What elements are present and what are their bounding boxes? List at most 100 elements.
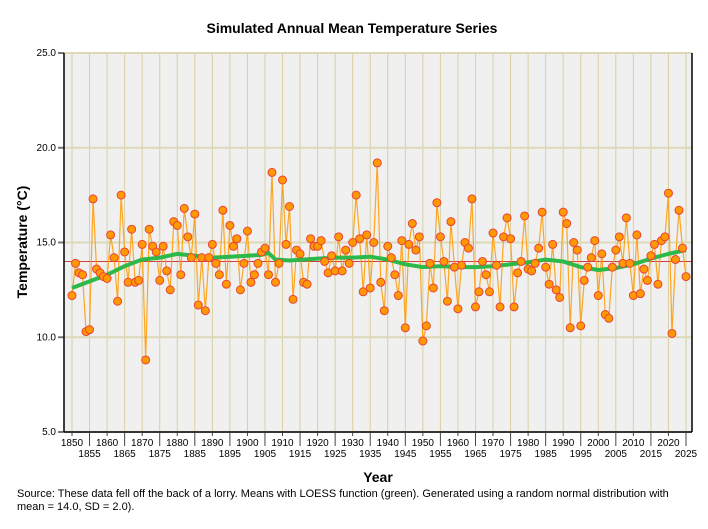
data-point <box>653 279 663 289</box>
data-point <box>614 232 624 242</box>
data-point <box>425 258 435 268</box>
data-point <box>204 253 214 263</box>
x-tick-label: 2025 <box>675 449 698 460</box>
data-point <box>193 300 203 310</box>
y-axis-label: Temperature (°C) <box>14 186 30 299</box>
data-point <box>663 188 673 198</box>
data-point <box>155 275 165 285</box>
x-tick-label: 1940 <box>377 438 400 449</box>
data-point <box>200 306 210 316</box>
data-point <box>172 220 182 230</box>
x-tick-label: 1890 <box>201 438 224 449</box>
x-tick-label: 1895 <box>219 449 242 460</box>
data-point <box>341 245 351 255</box>
x-tick-label: 1865 <box>114 449 137 460</box>
data-point <box>611 245 621 255</box>
data-point <box>372 158 382 168</box>
x-tick-label: 1955 <box>429 449 452 460</box>
data-point <box>635 289 645 299</box>
data-point <box>316 236 326 246</box>
x-tick-label: 1905 <box>254 449 277 460</box>
data-point <box>414 232 424 242</box>
x-tick-label: 1950 <box>412 438 435 449</box>
data-point <box>379 306 389 316</box>
data-point <box>397 236 407 246</box>
data-point <box>383 241 393 251</box>
data-point <box>71 258 81 268</box>
data-point <box>344 258 354 268</box>
data-point <box>141 355 151 365</box>
data-point <box>274 258 284 268</box>
data-point <box>597 249 607 259</box>
x-tick-label: 1990 <box>552 438 575 449</box>
x-tick-label: 2010 <box>622 438 645 449</box>
data-point <box>285 201 295 211</box>
data-point <box>183 232 193 242</box>
data-point <box>186 253 196 263</box>
data-point <box>495 302 505 312</box>
data-point <box>144 224 154 234</box>
x-tick-label: 2000 <box>587 438 610 449</box>
data-point <box>348 238 358 247</box>
data-point <box>404 239 414 249</box>
data-point <box>670 255 680 265</box>
data-point <box>681 272 691 282</box>
data-point <box>211 258 221 268</box>
data-point <box>639 264 649 274</box>
data-point <box>235 285 245 295</box>
data-point <box>470 302 480 312</box>
data-point <box>467 194 477 204</box>
data-point <box>246 277 256 287</box>
data-point <box>667 328 677 338</box>
chart-title: Simulated Annual Mean Temperature Series <box>207 20 498 36</box>
data-point <box>432 198 442 208</box>
data-point <box>270 277 280 287</box>
data-point <box>607 262 617 272</box>
data-point <box>593 291 603 301</box>
data-point <box>407 219 417 229</box>
data-point <box>393 291 403 301</box>
data-point <box>520 211 530 221</box>
data-point <box>534 243 544 253</box>
data-point <box>502 213 512 223</box>
data-point <box>579 275 589 285</box>
y-tick-label: 20.0 <box>37 143 57 154</box>
y-tick-label: 25.0 <box>37 48 57 59</box>
data-point <box>67 291 77 301</box>
data-point <box>590 236 600 246</box>
x-tick-label: 2020 <box>657 438 680 449</box>
data-point <box>281 239 291 249</box>
data-point <box>583 262 593 272</box>
data-point <box>548 239 558 249</box>
x-tick-label: 1875 <box>149 449 172 460</box>
data-point <box>225 220 235 230</box>
data-point <box>509 302 519 312</box>
data-point <box>239 258 249 268</box>
data-point <box>120 247 130 257</box>
x-tick-label: 1970 <box>482 438 505 449</box>
x-tick-label: 1975 <box>499 449 522 460</box>
data-point <box>116 190 126 200</box>
x-tick-label: 2005 <box>605 449 628 460</box>
data-point <box>642 275 652 285</box>
data-point <box>481 270 491 280</box>
data-point <box>327 251 337 261</box>
y-tick-label: 5.0 <box>42 427 56 438</box>
x-tick-label: 1995 <box>570 449 593 460</box>
data-point <box>674 205 684 215</box>
x-tick-label: 1985 <box>535 449 558 460</box>
data-point <box>649 239 659 249</box>
data-point <box>358 287 368 297</box>
data-point <box>621 213 631 223</box>
temperature-chart: Simulated Annual Mean Temperature Series… <box>14 20 698 485</box>
data-point <box>176 270 186 280</box>
x-tick-label: 1980 <box>517 438 540 449</box>
data-point <box>446 217 456 227</box>
data-point <box>306 234 316 244</box>
data-point <box>158 241 168 251</box>
data-point <box>456 260 466 270</box>
data-point <box>228 241 238 251</box>
data-point <box>179 203 189 213</box>
x-tick-label: 1880 <box>166 438 189 449</box>
data-point <box>390 270 400 280</box>
